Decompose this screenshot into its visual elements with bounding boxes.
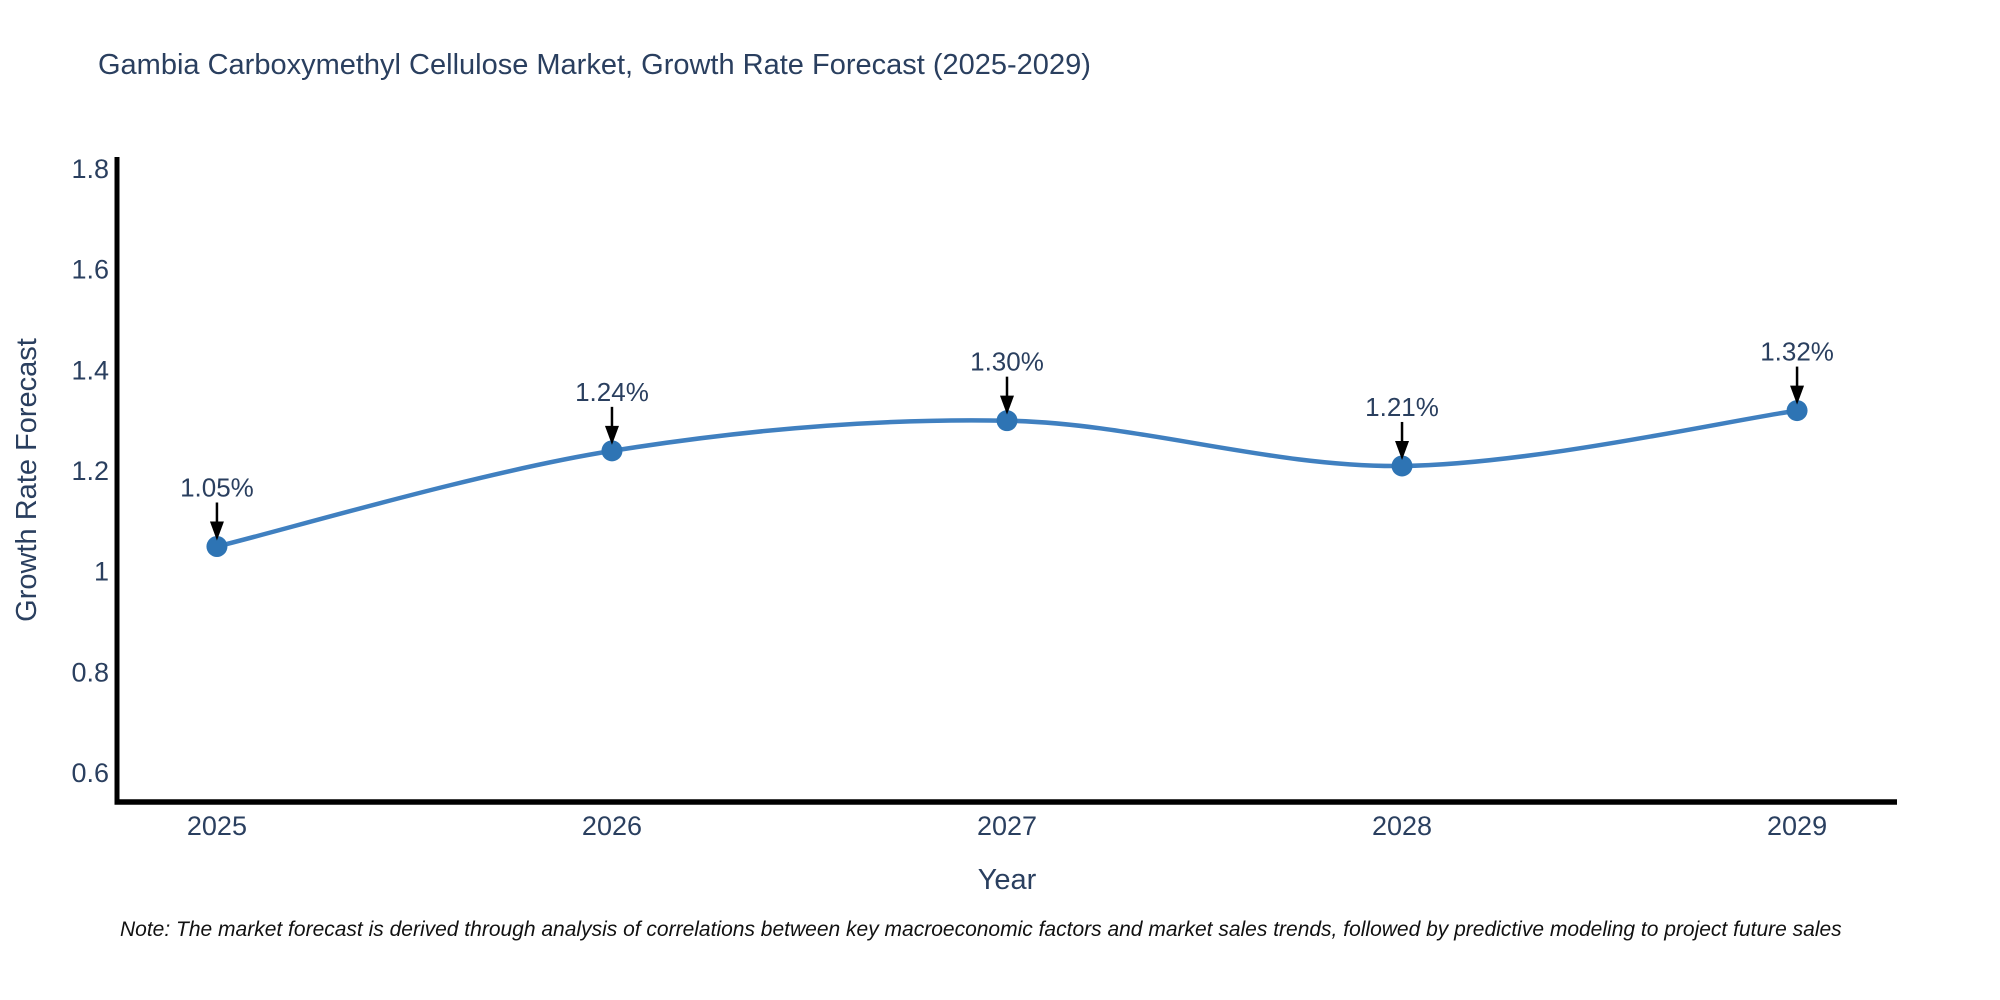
y-tick-label: 1.4 [71,355,109,385]
data-point-marker [601,440,623,462]
data-point-marker [996,410,1018,432]
annotation-arrowhead [1000,395,1014,415]
x-tick-label: 2028 [1372,811,1432,841]
y-tick-label: 1.8 [71,154,109,184]
y-tick-label: 0.8 [71,657,109,687]
data-point-marker [1786,400,1808,422]
footnote: Note: The market forecast is derived thr… [120,918,1842,941]
data-point-marker [206,535,228,557]
y-tick-label: 1.6 [71,255,109,285]
x-tick-label: 2026 [582,811,642,841]
annotation-arrowhead [604,425,619,445]
data-point-label: 1.30% [970,347,1044,377]
y-axis-title: Growth Rate Forecast [11,338,43,622]
annotation-arrowhead [1395,440,1410,460]
data-point-marker [1391,455,1413,477]
annotation-arrowhead [1790,385,1805,405]
annotation-arrowhead [209,521,224,541]
chart-title: Gambia Carboxymethyl Cellulose Market, G… [98,49,1091,81]
x-tick-label: 2025 [187,811,247,841]
y-tick-label: 1.2 [71,456,109,486]
x-tick-label: 2029 [1767,811,1827,841]
data-point-label: 1.24% [575,377,649,407]
y-tick-label: 1 [94,557,109,587]
x-axis-title: Year [978,864,1037,896]
y-tick-label: 0.6 [71,758,109,788]
data-point-label: 1.32% [1760,337,1834,367]
data-point-label: 1.05% [180,472,254,502]
x-tick-label: 2027 [977,811,1037,841]
data-point-label: 1.21% [1365,392,1439,422]
